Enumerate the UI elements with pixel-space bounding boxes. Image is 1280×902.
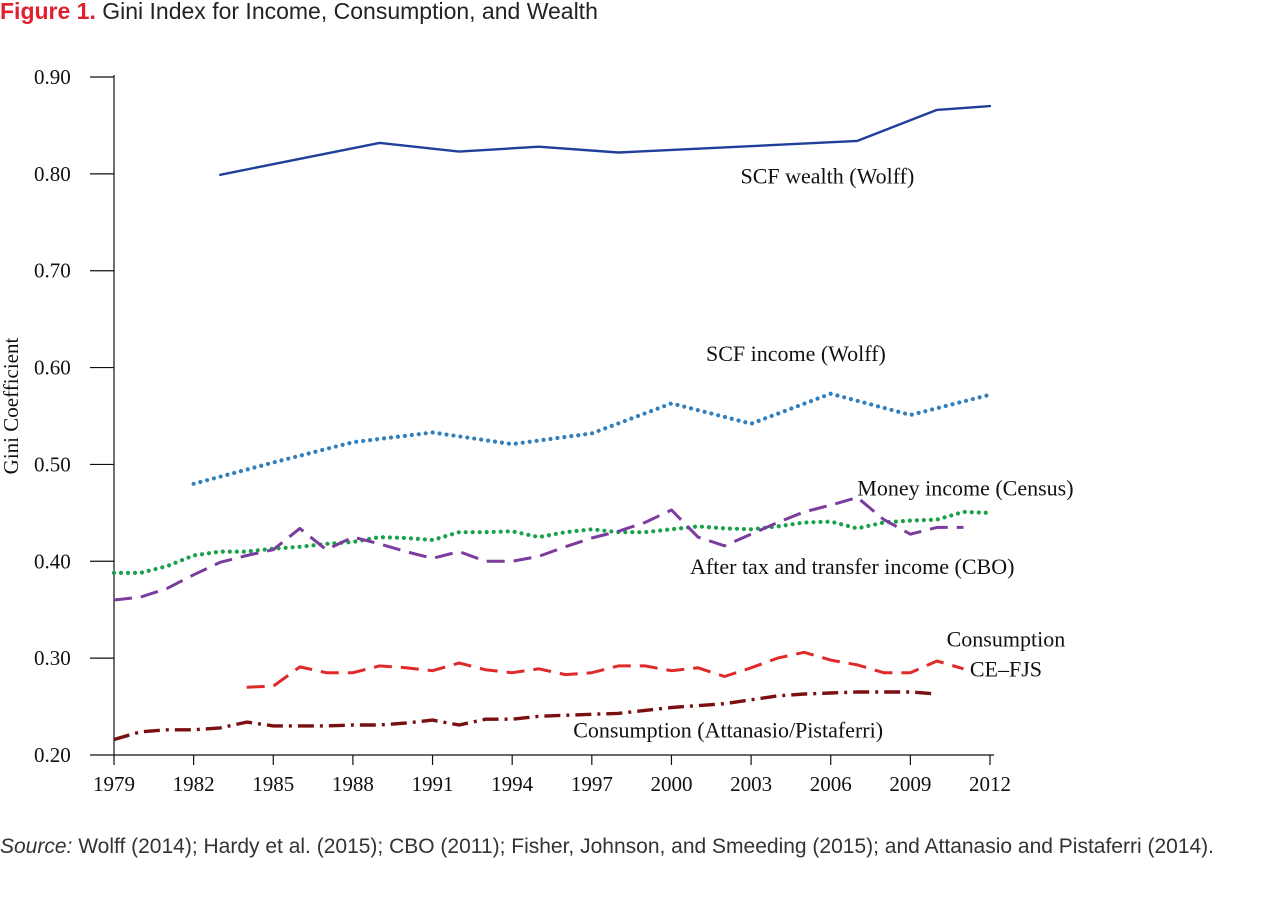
x-tick-label: 2003 <box>730 772 772 796</box>
series-labels: SCF wealth (Wolff) SCF income (Wolff) Mone… <box>573 164 1073 743</box>
series-label-consumption-ce-fjs: Consumption <box>947 627 1066 652</box>
x-tick-label: 2012 <box>969 772 1011 796</box>
x-tick-label: 1991 <box>412 772 454 796</box>
x-tick-label: 2009 <box>889 772 931 796</box>
y-tick-label: 0.80 <box>34 162 71 186</box>
x-tick-label: 1997 <box>571 772 613 796</box>
x-tick-label: 1979 <box>93 772 135 796</box>
y-axis-title: Gini Coefficient <box>0 338 23 475</box>
series-label-consumption-attanasio-pistaferri: Consumption (Attanasio/Pistaferri) <box>573 718 883 743</box>
figure-number: Figure 1. <box>0 0 96 24</box>
series-line-scf-wealth-wolff <box>219 104 992 176</box>
series-label-after-tax-and-transfer-income-cbo: After tax and transfer income (CBO) <box>690 554 1014 579</box>
series-label-scf-wealth-wolff: SCF wealth (Wolff) <box>740 164 914 189</box>
x-tick-label: 2000 <box>650 772 692 796</box>
source-text: Wolff (2014); Hardy et al. (2015); CBO (… <box>78 835 1215 858</box>
series-label-scf-income-wolff: SCF income (Wolff) <box>706 341 886 366</box>
gini-line-chart: 0.20 0.30 0.40 0.50 0.60 0.70 0.80 0.90 1979 1982… <box>0 65 1074 796</box>
y-tick-label: 0.30 <box>34 646 71 670</box>
series-label-consumption-ce-fjs: CE–FJS <box>970 657 1042 682</box>
x-tick-label: 1988 <box>332 772 374 796</box>
series-label-money-income-census: Money income (Census) <box>857 475 1073 500</box>
series-layer <box>111 104 993 742</box>
y-tick-label: 0.70 <box>34 259 71 283</box>
chart-axes: 0.20 0.30 0.40 0.50 0.60 0.70 0.80 0.90 1979 1982… <box>0 65 1011 796</box>
x-tick-label: 2006 <box>810 772 852 796</box>
x-tick-label: 1982 <box>173 772 215 796</box>
series-line-after-tax-and-transfer-income-cbo <box>113 495 964 602</box>
y-tick-label: 0.40 <box>34 549 71 573</box>
x-tick-label: 1994 <box>491 772 534 796</box>
series-line-consumption-attanasio-pistaferri <box>113 690 938 742</box>
y-tick-label: 0.60 <box>34 356 71 380</box>
y-tick-label: 0.20 <box>34 743 71 767</box>
figure-title-text: Gini Index for Income, Consumption, and … <box>102 0 598 24</box>
source-label: Source: <box>0 835 73 858</box>
series-line-consumption-ce-fjs <box>246 650 964 689</box>
y-tick-label: 0.90 <box>34 65 71 89</box>
y-tick-label: 0.50 <box>34 452 71 476</box>
source-note: Source: Wolff (2014); Hardy et al. (2015… <box>0 830 1275 864</box>
series-line-scf-income-wolff <box>191 391 993 486</box>
figure-title: Figure 1. Gini Index for Income, Consump… <box>0 0 598 25</box>
x-tick-label: 1985 <box>252 772 294 796</box>
